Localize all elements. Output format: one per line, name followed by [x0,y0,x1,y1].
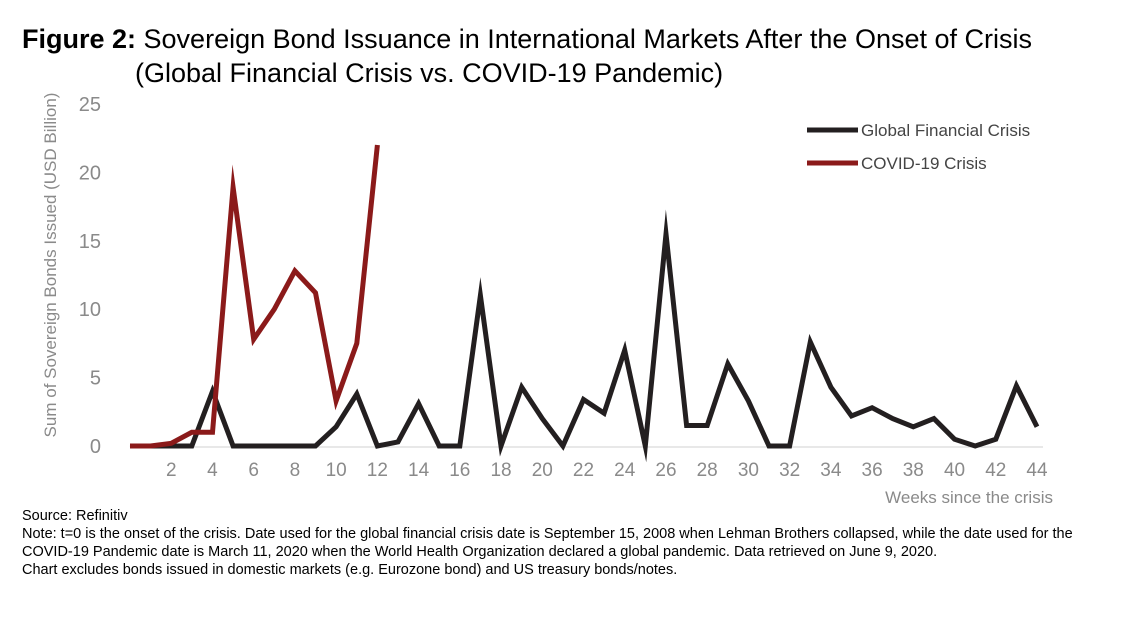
source-text: Source: Refinitiv [22,508,128,524]
y-tick-label: 15 [79,231,101,253]
exclusion-text: Chart excludes bonds issued in domestic … [22,562,678,578]
figure-notes: Source: Refinitiv Note: t=0 is the onset… [22,507,1117,579]
x-tick-label: 24 [614,460,636,481]
y-tick-label: 5 [90,368,101,390]
figure-title: Sovereign Bond Issuance in International… [143,24,1032,54]
x-axis-ticks: 2 4 6 8 10 12 14 16 18 20 22 24 26 28 30 32 34 36 38 40 42 44 [166,460,1048,481]
x-tick-label: 40 [944,460,965,481]
y-axis-label: Sum of Sovereign Bonds Issued (USD Billi… [41,93,60,438]
y-axis-ticks: 0 5 10 15 20 25 [79,94,101,458]
legend-label: COVID-19 Crisis [861,154,987,173]
figure-title-block: Figure 2: Sovereign Bond Issuance in Int… [22,22,1122,90]
x-tick-label: 10 [326,460,347,481]
x-tick-label: 12 [367,460,388,481]
x-tick-label: 8 [290,460,301,481]
y-tick-label: 10 [79,299,101,321]
legend-label: Global Financial Crisis [861,121,1030,140]
x-tick-label: 20 [532,460,553,481]
x-tick-label: 6 [248,460,259,481]
figure-title-line-1: Figure 2: Sovereign Bond Issuance in Int… [22,22,1122,56]
x-tick-label: 26 [655,460,676,481]
x-tick-label: 14 [408,460,430,481]
series-line-covid [130,144,380,449]
y-tick-label: 0 [90,436,101,458]
x-tick-label: 18 [490,460,511,481]
x-tick-label: 4 [207,460,218,481]
x-tick-label: 28 [697,460,718,481]
y-tick-label: 25 [79,94,101,116]
x-axis-label: Weeks since the crisis [885,488,1053,505]
note-text: Note: t=0 is the onset of the crisis. Da… [22,526,1073,560]
x-tick-label: 34 [820,460,842,481]
x-tick-label: 32 [779,460,800,481]
x-tick-label: 44 [1026,460,1048,481]
x-tick-label: 22 [573,460,594,481]
x-tick-label: 2 [166,460,177,481]
x-tick-label: 16 [449,460,470,481]
x-tick-label: 42 [985,460,1006,481]
x-tick-label: 30 [738,460,759,481]
x-tick-label: 38 [903,460,924,481]
y-tick-label: 20 [79,162,101,184]
figure-subtitle: (Global Financial Crisis vs. COVID-19 Pa… [135,58,724,88]
series-line-gfc [130,209,1040,463]
x-tick-label: 36 [862,460,883,481]
legend: Global Financial Crisis COVID-19 Crisis [807,121,1030,173]
figure-label: Figure 2: [22,24,137,54]
series-lines [129,144,1040,463]
